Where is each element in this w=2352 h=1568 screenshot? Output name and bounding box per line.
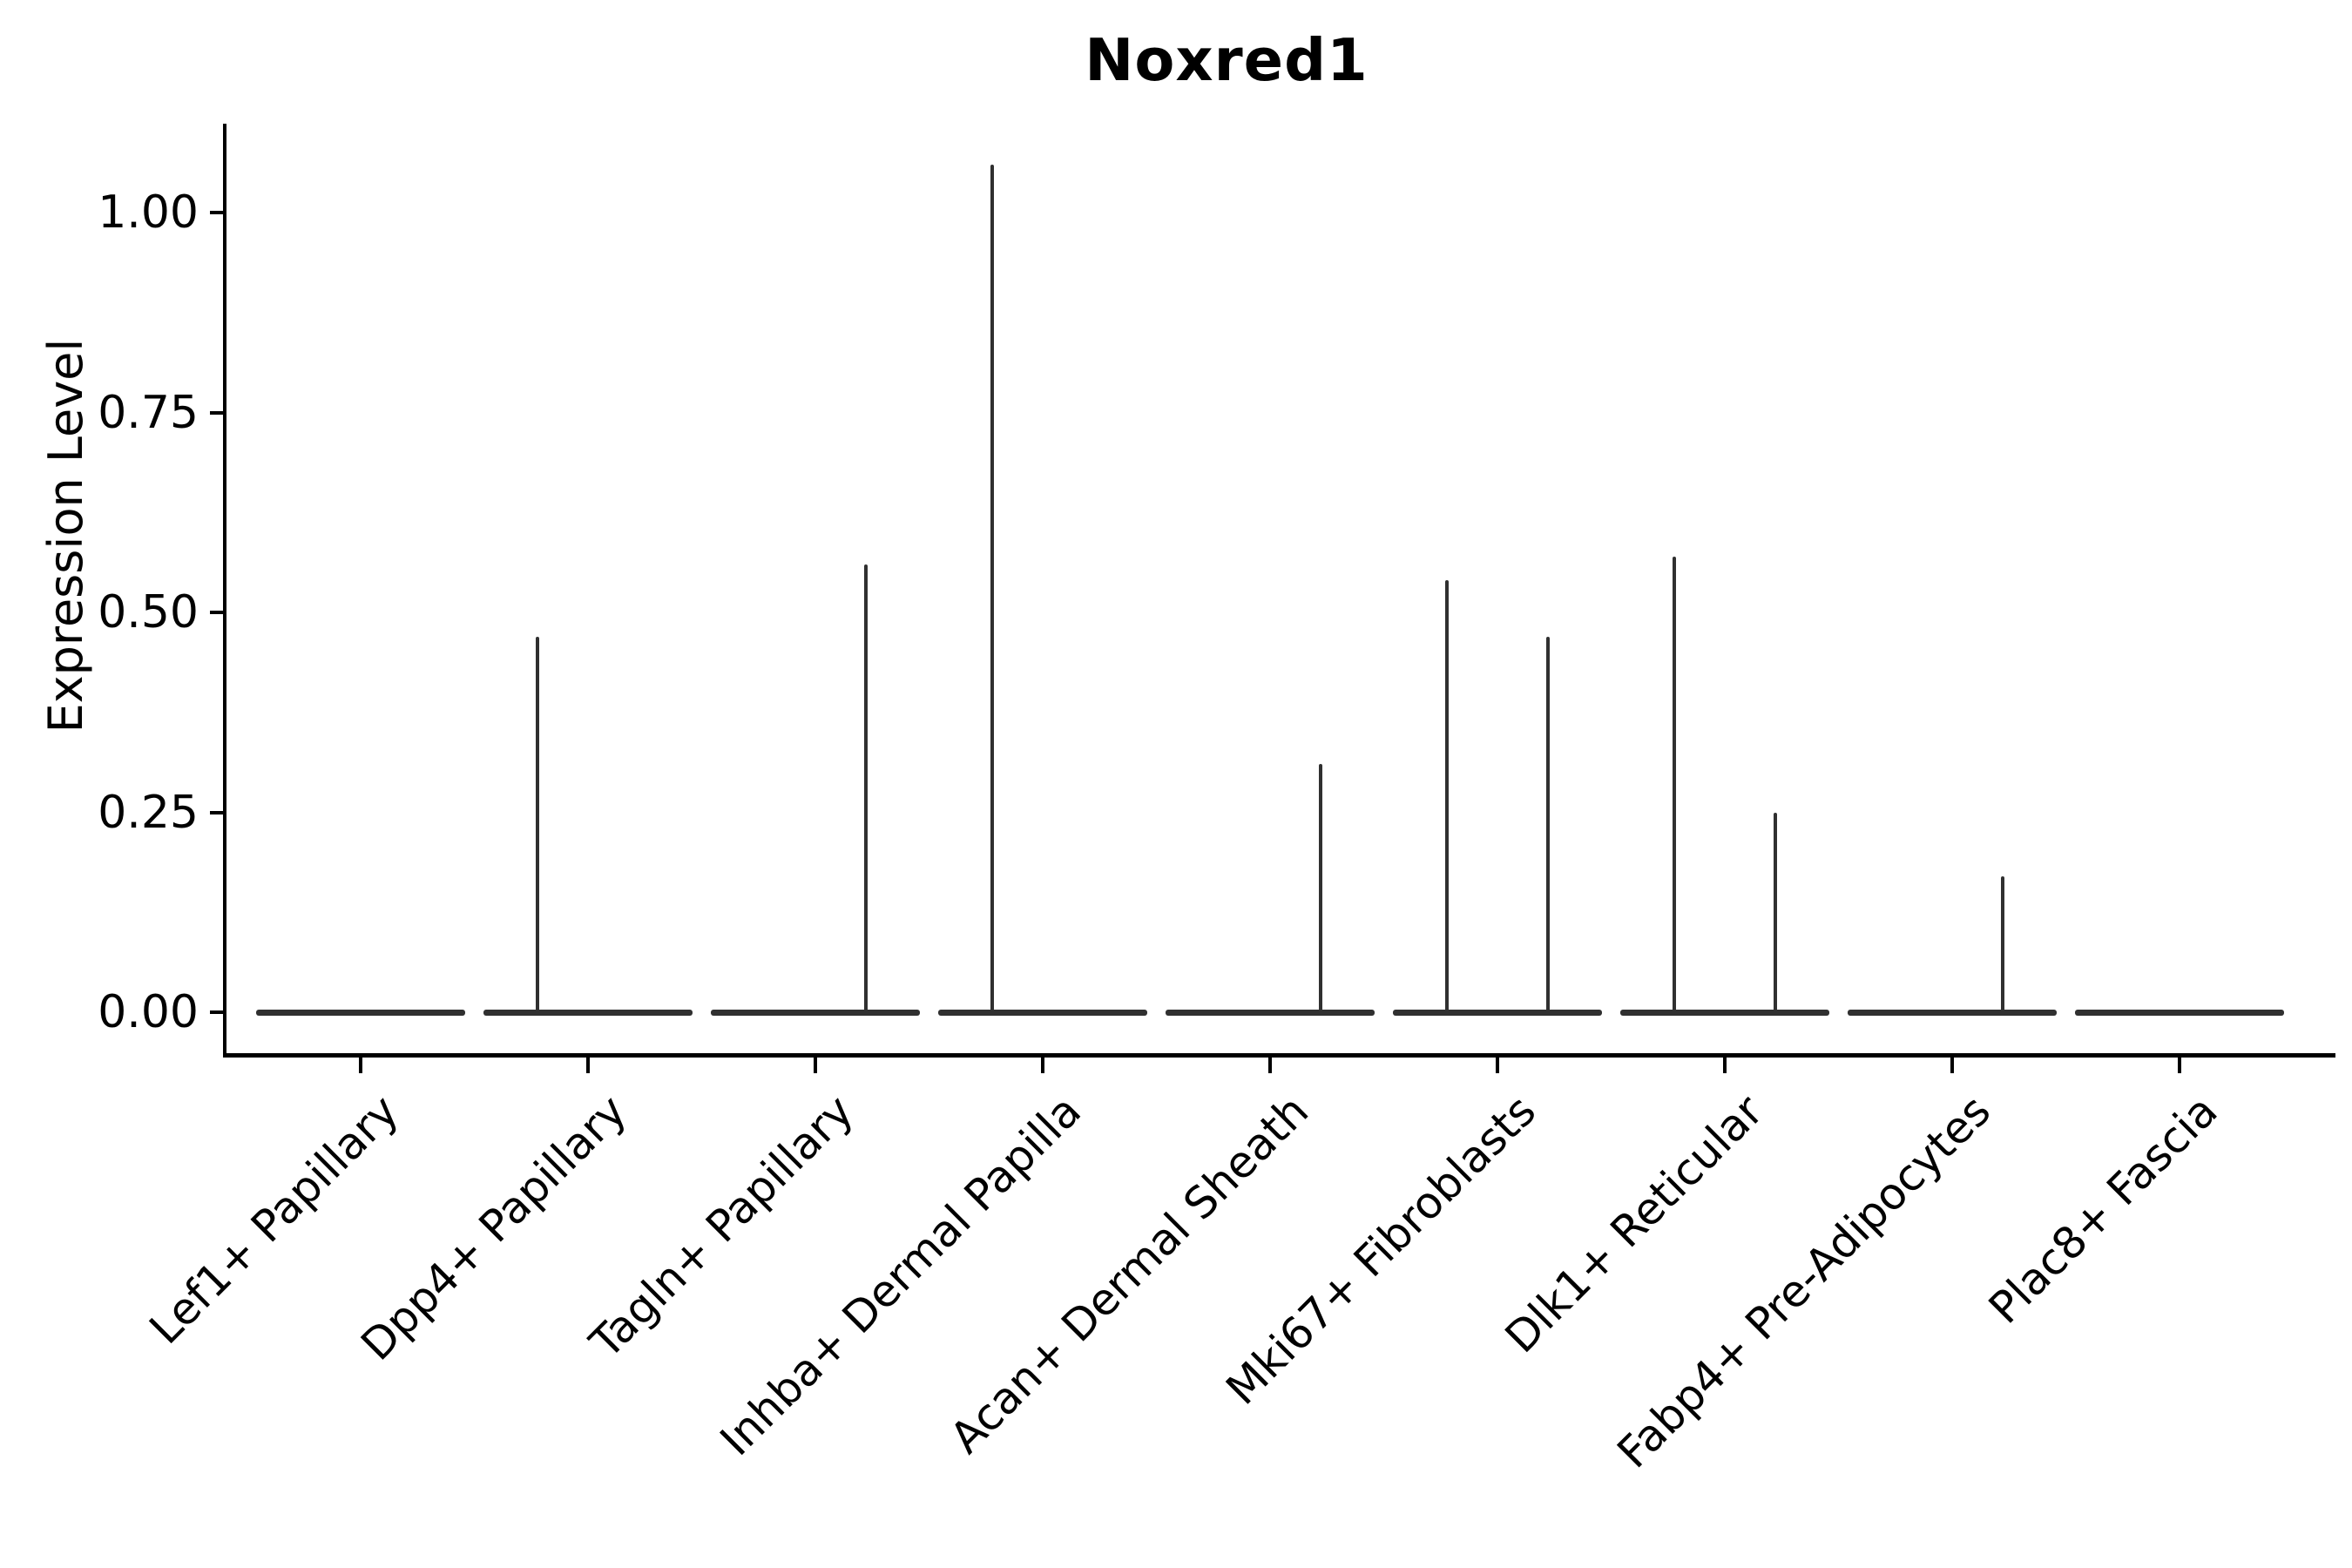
violin-max-spike <box>2001 875 2004 1015</box>
violin-max-spike <box>864 564 868 1015</box>
violin-max-spike <box>1673 556 1676 1015</box>
x-tick-label: Lef1+ Papillary <box>139 1085 409 1355</box>
x-tick-mark <box>359 1058 362 1073</box>
violin-baseline <box>256 1010 465 1016</box>
y-tick-label: 0.00 <box>98 986 199 1038</box>
violin-baseline <box>1166 1010 1375 1016</box>
x-tick-mark <box>1041 1058 1044 1073</box>
chart-title: Noxred1 <box>1085 26 1369 94</box>
x-tick-label: Fabp4+ Pre-Adipocytes <box>1607 1085 2001 1478</box>
violin-baseline <box>1620 1010 1829 1016</box>
y-tick-mark <box>210 211 223 214</box>
x-tick-label: Plac8+ Fascia <box>1979 1085 2228 1334</box>
x-tick-mark <box>586 1058 590 1073</box>
y-tick-mark <box>210 1010 223 1014</box>
y-tick-mark <box>210 410 223 415</box>
x-tick-mark <box>814 1058 817 1073</box>
violin-baseline <box>2075 1010 2284 1016</box>
violin-baseline <box>483 1010 693 1016</box>
y-tick-label: 1.00 <box>98 186 199 239</box>
y-axis-line <box>223 124 226 1058</box>
violin-baseline <box>711 1010 920 1016</box>
x-tick-mark <box>1723 1058 1727 1073</box>
violin-max-spike <box>1546 636 1550 1015</box>
x-tick-mark <box>1268 1058 1272 1073</box>
violin-baseline <box>1393 1010 1602 1016</box>
x-tick-mark <box>1496 1058 1499 1073</box>
violin-max-spike <box>1319 764 1322 1015</box>
violin-baseline <box>938 1010 1147 1016</box>
y-tick-label: 0.75 <box>98 386 199 439</box>
x-tick-mark <box>1950 1058 1954 1073</box>
violin-max-spike <box>536 636 539 1015</box>
y-tick-mark <box>210 810 223 814</box>
y-tick-label: 0.50 <box>98 586 199 639</box>
x-tick-mark <box>2178 1058 2181 1073</box>
y-tick-label: 0.25 <box>98 786 199 839</box>
violin-max-spike <box>1445 580 1449 1015</box>
violin-max-spike <box>1774 812 1777 1015</box>
x-axis-line <box>223 1053 2335 1058</box>
violin-baseline <box>1848 1010 2057 1016</box>
x-tick-label: Inhba+ Dermal Papilla <box>710 1085 1092 1466</box>
y-tick-mark <box>210 611 223 614</box>
violin-max-spike <box>990 164 994 1015</box>
